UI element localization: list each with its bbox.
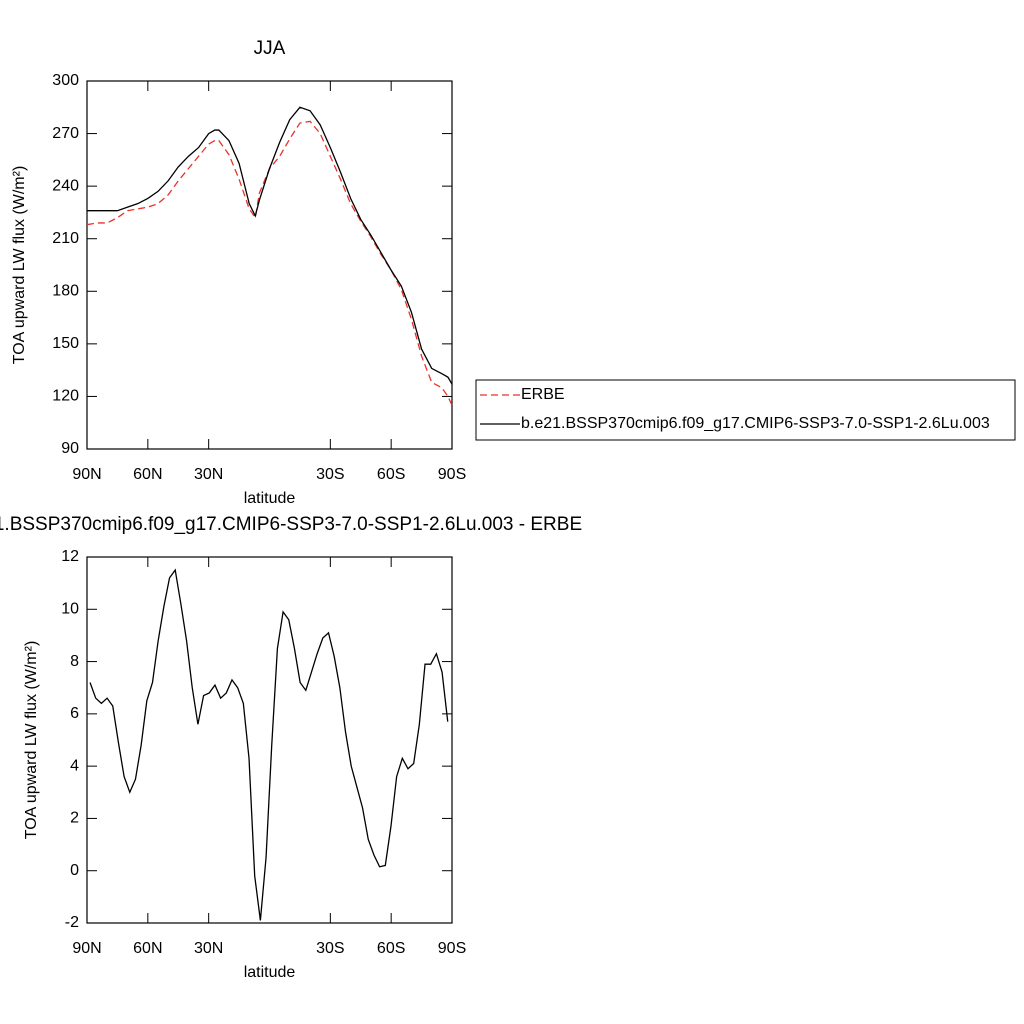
y-tick-label: 8: [70, 653, 79, 670]
y-tick-label: 12: [61, 548, 79, 565]
x-tick-label: 60N: [133, 466, 162, 483]
plot-frame: [86, 80, 453, 450]
legend-box: [475, 379, 1016, 441]
x-tick-label: 90S: [438, 466, 466, 483]
plot-frame: [86, 556, 453, 924]
x-tick-label: 30N: [194, 466, 223, 483]
y-tick-label: 180: [52, 283, 79, 300]
y-tick-label: 6: [70, 705, 79, 722]
x-tick-label: 30S: [316, 940, 344, 957]
x-tick-label: 60S: [377, 940, 405, 957]
y-axis-label: TOA upward LW flux (W/m²): [11, 166, 28, 365]
y-tick-label: 2: [70, 810, 79, 827]
data-line: [87, 106, 453, 385]
y-tick-label: 10: [61, 601, 79, 618]
y-tick-label: 120: [52, 388, 79, 405]
data-line: [89, 568, 449, 921]
x-tick-label: 90N: [72, 940, 101, 957]
y-tick-label: 4: [70, 757, 79, 774]
y-tick-label: 0: [70, 862, 79, 879]
y-tick-label: -2: [65, 914, 79, 931]
y-tick-label: 150: [52, 335, 79, 352]
x-tick-label: 60N: [133, 940, 162, 957]
x-tick-label: 60S: [377, 466, 405, 483]
x-tick-label: 90S: [438, 940, 466, 957]
legend-label: b.e21.BSSP370cmip6.f09_g17.CMIP6-SSP3-7.…: [521, 415, 990, 432]
x-tick-label: 30N: [194, 940, 223, 957]
data-line: [86, 120, 453, 406]
x-tick-label: 30S: [316, 466, 344, 483]
x-axis-label: latitude: [244, 964, 296, 981]
chart-title: b.e21.BSSP370cmip6.f09_g17.CMIP6-SSP3-7.…: [0, 514, 582, 535]
y-axis-label: TOA upward LW flux (W/m²): [23, 641, 40, 840]
x-tick-label: 90N: [72, 466, 101, 483]
y-tick-label: 270: [52, 125, 79, 142]
legend-label: ERBE: [521, 386, 565, 403]
x-axis-label: latitude: [244, 490, 296, 507]
y-tick-label: 210: [52, 230, 79, 247]
chart-title: JJA: [254, 38, 286, 59]
y-tick-label: 90: [61, 440, 79, 457]
y-tick-label: 300: [52, 72, 79, 89]
y-tick-label: 240: [52, 177, 79, 194]
